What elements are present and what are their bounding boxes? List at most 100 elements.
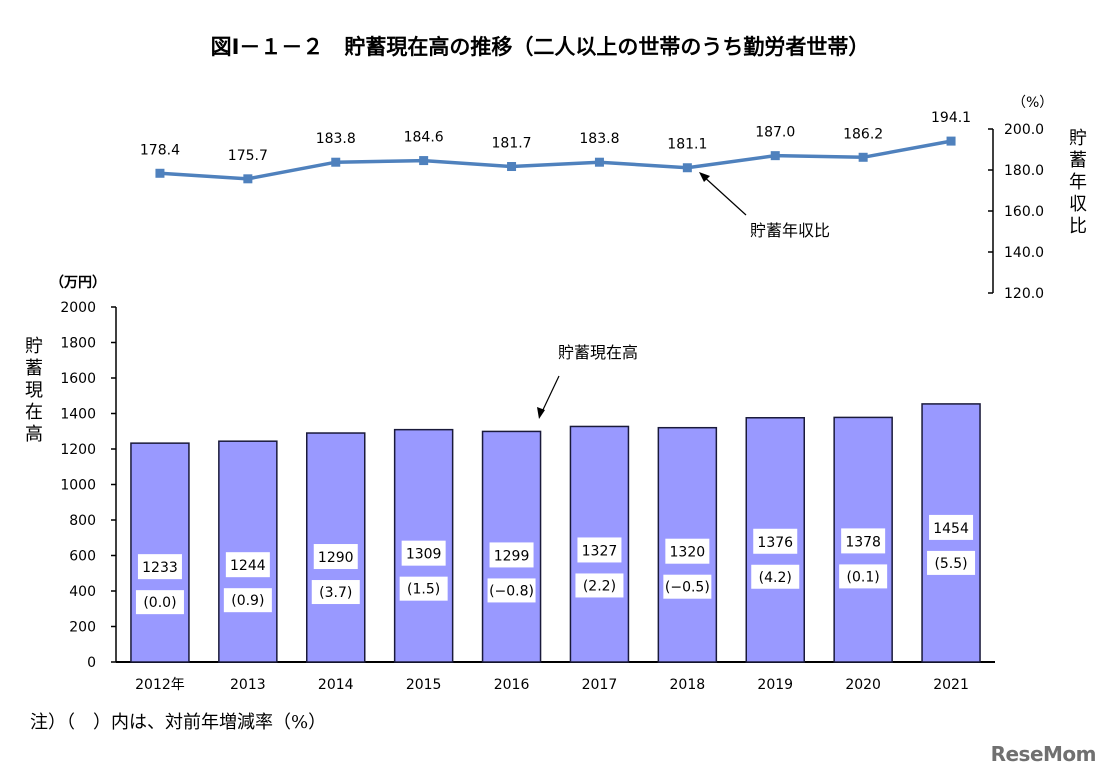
bar-change-label-bg xyxy=(135,590,184,615)
line-point xyxy=(507,162,517,172)
bar-y-tick-label: 400 xyxy=(69,584,96,600)
line-value-label: 181.7 xyxy=(492,136,532,152)
line-annotation-arrowhead xyxy=(699,172,710,182)
bar-change-label-bg xyxy=(663,574,712,599)
bar-change-label: (3.7) xyxy=(319,585,352,601)
bar-change-label: (2.2) xyxy=(583,578,616,594)
bar-value-label: 1244 xyxy=(230,558,266,574)
line-series: 178.4 175.7 183.8 184.6 181.7 183.8 181.1 187.0… xyxy=(140,110,971,184)
bar-value-label-bg xyxy=(489,542,534,568)
bar xyxy=(218,440,278,663)
bar-annotation: 貯蓄現在高 xyxy=(558,343,638,362)
bar-change-label-bg xyxy=(399,576,448,601)
bar-y-tick-label: 1400 xyxy=(60,407,96,423)
bar-y-axis: 2000180016001400120010008006004002000（万円… xyxy=(25,275,995,671)
bar-y-tick-label: 1600 xyxy=(60,371,96,387)
x-axis-label: 2020 xyxy=(845,677,881,693)
bar-change-label: (1.5) xyxy=(407,582,440,598)
x-axis-label: 2014 xyxy=(318,677,354,693)
bar-change-label-bg xyxy=(223,588,272,613)
line-path xyxy=(159,139,952,181)
bar-y-tick-label: 1800 xyxy=(60,336,96,352)
x-axis-label: 2012年 xyxy=(135,677,185,693)
line-y-tick-label: 140.0 xyxy=(1004,245,1044,261)
line-point xyxy=(419,156,429,166)
bar-value-label: 1299 xyxy=(494,548,530,564)
line-y-tick-label: 120.0 xyxy=(1004,286,1044,302)
bar-change-label: (0.9) xyxy=(231,593,264,609)
line-point xyxy=(858,152,868,162)
bar-y-tick-label: 800 xyxy=(69,513,96,529)
line-value-label: 181.1 xyxy=(667,137,707,153)
line-y-tick-label: 200.0 xyxy=(1004,122,1044,138)
line-value-label: 184.6 xyxy=(404,130,444,146)
bar-y-tick-label: 200 xyxy=(69,620,96,636)
bar-value-label-bg xyxy=(225,552,270,578)
bar-y-tick-label: 0 xyxy=(87,655,96,671)
bar-y-unit: （万円） xyxy=(50,275,106,291)
line-value-label: 194.1 xyxy=(931,110,971,126)
bar-value-label: 1376 xyxy=(757,535,793,551)
x-axis-label: 2015 xyxy=(406,677,442,693)
x-axis-label: 2019 xyxy=(757,677,793,693)
resemom-logo: ReseMom xyxy=(990,742,1097,766)
footnote: 注）（ ）内は、対前年増減率（%） xyxy=(30,712,327,733)
bar-annotation-arrowhead xyxy=(537,407,545,419)
line-y-axis-title-char: 貯 xyxy=(1069,128,1087,149)
bar-y-tick-label: 2000 xyxy=(60,300,96,316)
bar-change-label-bg xyxy=(751,564,800,589)
line-value-label: 183.8 xyxy=(579,131,619,147)
bar-change-label: (−0.5) xyxy=(665,580,710,596)
bar xyxy=(130,442,190,663)
line-point xyxy=(682,163,692,173)
bar-change-label: (0.1) xyxy=(847,569,880,585)
bar-y-tick-label: 600 xyxy=(69,549,96,565)
bar-value-label: 1378 xyxy=(845,534,881,550)
bar-value-label-bg xyxy=(313,544,358,570)
line-y-tick-label: 180.0 xyxy=(1004,163,1044,179)
x-axis-labels: 2012年 2013 2014 2015 2016 2017 2018 2019 2020 202… xyxy=(135,677,969,693)
bar-y-axis-title-char: 現 xyxy=(25,380,43,401)
line-value-label: 183.8 xyxy=(316,131,356,147)
line-value-label: 175.7 xyxy=(228,148,268,164)
bar-y-axis-title-char: 蓄 xyxy=(25,358,43,379)
chart-title: 図Ⅰ－１－２ 貯蓄現在高の推移（二人以上の世帯のうち勤労者世帯） xyxy=(211,35,870,59)
line-value-label: 178.4 xyxy=(140,142,180,158)
bar-change-label-bg xyxy=(839,564,888,589)
x-axis-label: 2013 xyxy=(230,677,266,693)
line-y-unit: （%） xyxy=(1012,95,1053,111)
bar-y-axis-title-char: 高 xyxy=(25,424,43,445)
bar-y-tick-label: 1200 xyxy=(60,442,96,458)
line-y-axis-title-char: 収 xyxy=(1069,194,1087,215)
x-axis-label: 2016 xyxy=(494,677,530,693)
bar-value-label-bg xyxy=(841,528,886,554)
line-y-axis: 200.0 180.0 160.0 140.0 120.0 （%） 貯蓄年収比 xyxy=(988,95,1087,302)
line-point xyxy=(243,174,253,184)
bar-change-label-bg xyxy=(311,580,360,605)
line-point xyxy=(946,136,956,146)
bar-value-label-bg xyxy=(137,554,182,580)
line-y-axis-title-char: 比 xyxy=(1069,216,1087,237)
bar-change-label-bg xyxy=(487,578,536,603)
bar-value-label: 1454 xyxy=(933,521,969,537)
bar-value-label: 1290 xyxy=(318,550,354,566)
bar-value-label-bg xyxy=(577,537,622,563)
bar-series: 1233 (0.0) 1244 (0.9) 1290 (3.7) 1309 (1.5) 1299… xyxy=(130,403,981,663)
bar-change-label: (5.5) xyxy=(934,556,967,572)
line-point xyxy=(594,157,604,167)
bar-change-label-bg xyxy=(927,550,976,575)
line-point xyxy=(155,168,165,178)
bar-change-label: (−0.8) xyxy=(489,583,534,599)
x-axis-label: 2021 xyxy=(933,677,969,693)
line-y-axis-title-char: 蓄 xyxy=(1069,150,1087,171)
bar-y-axis-title-char: 貯 xyxy=(25,336,43,357)
bar-value-label: 1233 xyxy=(142,560,178,576)
line-annotation: 貯蓄年収比 xyxy=(750,221,830,240)
x-axis-label: 2018 xyxy=(670,677,706,693)
x-axis-label: 2017 xyxy=(582,677,618,693)
bar-value-label: 1327 xyxy=(582,543,618,559)
line-y-axis-title-char: 年 xyxy=(1069,172,1087,193)
line-point xyxy=(331,157,341,167)
bar-y-axis-title-char: 在 xyxy=(25,402,43,423)
